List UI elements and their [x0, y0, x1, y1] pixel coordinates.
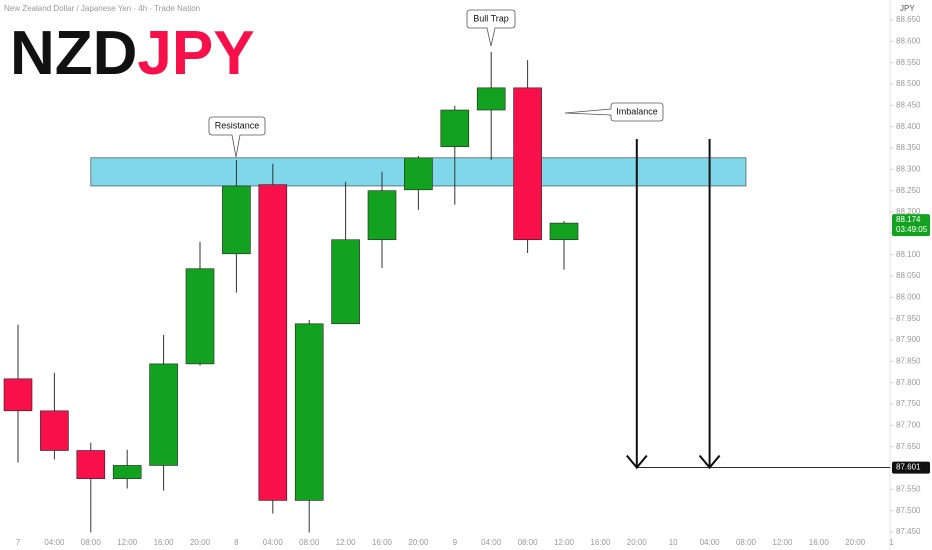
- y-tick-label: 88.550: [896, 58, 921, 67]
- callout: Resistance: [208, 116, 266, 158]
- y-tick-label: 88.500: [896, 79, 921, 88]
- x-tick-label: 12:00: [554, 538, 575, 547]
- x-tick-label: 12:00: [772, 538, 793, 547]
- y-tick-label: 87.850: [896, 356, 921, 365]
- candle-body: [476, 87, 506, 111]
- x-tick-label: 10: [669, 538, 678, 547]
- callout: Bull Trap: [466, 9, 516, 47]
- x-tick-label: 08:00: [518, 538, 539, 547]
- last-price: 88.174: [896, 215, 921, 224]
- candle-body: [222, 185, 251, 255]
- candle-body: [185, 268, 215, 365]
- y-tick-label: 88.450: [896, 100, 921, 109]
- x-tick-label: 08:00: [299, 538, 320, 547]
- x-tick-label: 04:00: [44, 538, 65, 547]
- callout-box: [208, 116, 266, 158]
- y-tick-label: 87.950: [896, 314, 921, 323]
- x-tick-label: 12:00: [336, 538, 357, 547]
- candle-body: [112, 465, 142, 479]
- arrow-head: [698, 454, 721, 470]
- callout-box: [564, 102, 664, 122]
- target-label: 87.601: [896, 463, 921, 472]
- x-tick-label: 16:00: [154, 538, 175, 547]
- y-tick-label: 87.900: [896, 335, 921, 344]
- y-tick-label: 88.050: [896, 271, 921, 280]
- y-tick-label: 88.100: [896, 250, 921, 259]
- candle-body: [367, 190, 397, 241]
- y-tick-label: 87.700: [896, 420, 921, 429]
- candle-body: [294, 323, 324, 501]
- x-tick-label: 8: [234, 538, 239, 547]
- y-tick-label: 87.450: [896, 527, 921, 536]
- callout-text: Imbalance: [616, 106, 658, 116]
- x-tick-label: 20:00: [190, 538, 211, 547]
- countdown: 03:49:05: [896, 225, 928, 234]
- y-tick-label: 88.600: [896, 36, 921, 45]
- candle-body: [149, 363, 178, 466]
- x-tick-label: 12:00: [117, 538, 138, 547]
- y-tick-label: 87.650: [896, 442, 921, 451]
- callout: Imbalance: [564, 102, 664, 122]
- candle-body: [258, 184, 288, 501]
- x-tick-label: 04:00: [263, 538, 284, 547]
- x-tick-label: 20:00: [627, 538, 648, 547]
- x-tick-label: 16:00: [372, 538, 393, 547]
- y-tick-label: 88.000: [896, 292, 921, 301]
- y-tick-label: 87.800: [896, 378, 921, 387]
- x-tick-label: 9: [453, 538, 458, 547]
- x-tick-label: 16:00: [809, 538, 830, 547]
- y-tick-label: 88.250: [896, 186, 921, 195]
- y-tick-label: 87.550: [896, 484, 921, 493]
- candle-body: [513, 87, 542, 241]
- y-tick-label: 87.500: [896, 506, 921, 515]
- candle-body: [76, 450, 106, 479]
- x-tick-label: 08:00: [81, 538, 102, 547]
- y-tick-label: 88.300: [896, 164, 921, 173]
- y-tick-label: 87.750: [896, 399, 921, 408]
- x-tick-label: 7: [16, 538, 21, 547]
- x-tick-label: 04:00: [700, 538, 721, 547]
- currency: JPY: [900, 4, 915, 13]
- x-tick-label: 20:00: [845, 538, 866, 547]
- callout-text: Bull Trap: [473, 13, 509, 23]
- x-tick-label: 20:00: [408, 538, 429, 547]
- x-tick-label: 16:00: [590, 538, 611, 547]
- candle-body: [40, 410, 69, 451]
- x-tick-label: 04:00: [481, 538, 502, 547]
- candle-body: [331, 239, 360, 325]
- y-tick-label: 88.650: [896, 15, 921, 24]
- x-tick-label: 08:00: [736, 538, 757, 547]
- logo-base: NZD: [10, 19, 137, 88]
- y-tick-label: 88.350: [896, 143, 921, 152]
- y-tick-label: 88.200: [896, 207, 921, 216]
- candle-body: [549, 222, 579, 241]
- arrow-head: [626, 454, 648, 470]
- candle-body: [440, 109, 470, 148]
- logo: NZDJPY: [10, 19, 255, 88]
- callout-text: Resistance: [215, 120, 260, 130]
- candle-body: [3, 378, 33, 412]
- callout-box: [466, 9, 516, 47]
- candle-body: [404, 157, 433, 191]
- last-price-bg: [892, 214, 930, 237]
- x-tick-label: 1: [889, 538, 894, 547]
- chart-title: New Zealand Dollar / Japanese Yen · 4h ·…: [4, 4, 200, 13]
- y-tick-label: 88.400: [896, 122, 921, 131]
- target-label-bg: [892, 461, 930, 474]
- logo-quote: JPY: [137, 19, 254, 88]
